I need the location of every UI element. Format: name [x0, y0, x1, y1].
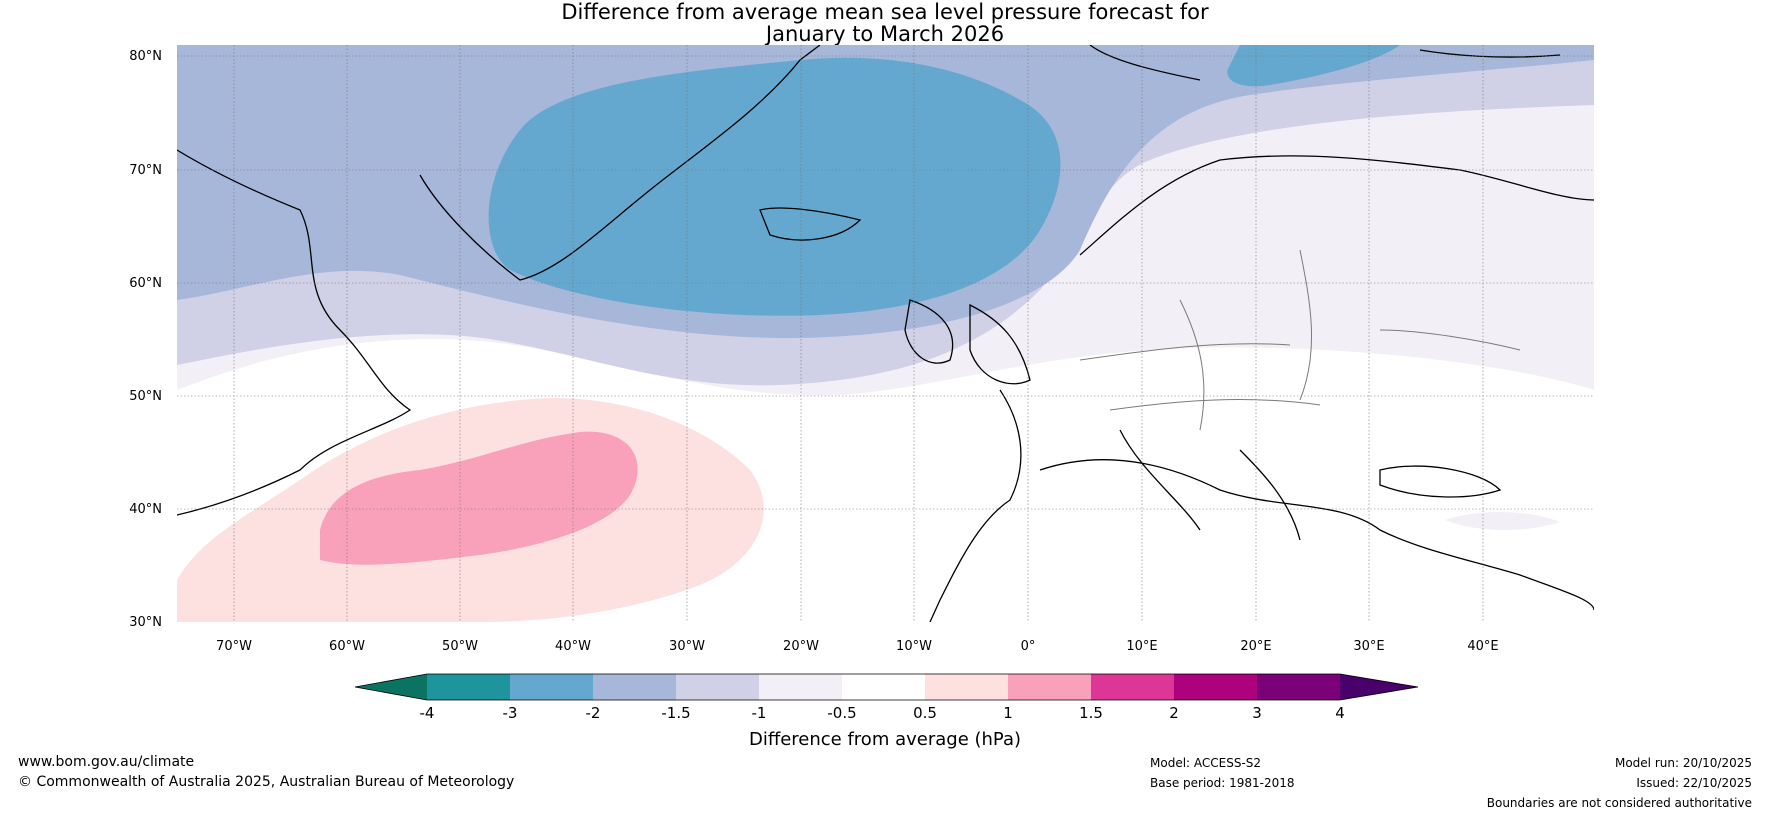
lon-label-0: 0°: [1021, 639, 1036, 654]
footer-website: www.bom.gov.au/climate: [18, 754, 195, 770]
footer-model-run: Model run: 20/10/2025: [1614, 756, 1752, 770]
colorbar: -4 -3 -2 -1.5 -1 -0.5 0.5 1 1.5 2 3 4 Di…: [354, 673, 1419, 750]
footer-base-period: Base period: 1981-2018: [1150, 776, 1295, 790]
latitude-labels: 80°N 70°N 60°N 50°N 40°N 30°N: [129, 49, 162, 630]
longitude-labels: 70°W 60°W 50°W 40°W 30°W 20°W 10°W 0° 10…: [216, 639, 1499, 654]
colorbar-seg-10: [1174, 674, 1257, 700]
lon-label-10w: 10°W: [896, 639, 932, 654]
colorbar-tick-label: -1: [752, 704, 767, 722]
colorbar-tick-label: 4: [1335, 704, 1345, 722]
graticule: [177, 45, 1594, 622]
colorbar-seg-5: [759, 674, 842, 700]
anomaly-region-neg-0.5-east: [1445, 511, 1560, 530]
lon-label-10e: 10°E: [1126, 639, 1157, 654]
colorbar-tick-label: -0.5: [827, 704, 856, 722]
colorbar-outline: [354, 673, 1419, 701]
map-title-line-2: January to March 2026: [765, 22, 1005, 46]
footer-issued: Issued: 22/10/2025: [1636, 776, 1752, 790]
lon-label-40e: 40°E: [1467, 639, 1498, 654]
footer-model: Model: ACCESS-S2: [1150, 756, 1262, 770]
anomaly-region-neg-2-north: [1227, 45, 1400, 87]
lon-label-30w: 30°W: [669, 639, 705, 654]
colorbar-seg-7: [925, 674, 1008, 700]
lon-label-60w: 60°W: [329, 639, 365, 654]
colorbar-seg-9: [1091, 674, 1174, 700]
lon-label-30e: 30°E: [1353, 639, 1384, 654]
colorbar-tick-label: 2: [1169, 704, 1179, 722]
coastlines: [177, 45, 1594, 622]
lat-label-60n: 60°N: [129, 276, 162, 291]
footer-disclaimer: Boundaries are not considered authoritat…: [1486, 796, 1752, 810]
lat-label-50n: 50°N: [129, 389, 162, 404]
lat-label-40n: 40°N: [129, 502, 162, 517]
colorbar-tick-label: 3: [1252, 704, 1262, 722]
colorbar-tick-label: -1.5: [661, 704, 690, 722]
colorbar-seg-2: [510, 674, 593, 700]
colorbar-extend-high: [1340, 674, 1418, 700]
colorbar-seg-4: [676, 674, 759, 700]
map-panel: [177, 45, 1594, 622]
lat-label-30n: 30°N: [129, 615, 162, 630]
colorbar-extend-low: [355, 674, 427, 700]
lat-label-80n: 80°N: [129, 49, 162, 64]
anomaly-region-neg-2: [488, 57, 1061, 316]
colorbar-tick-label: -4: [420, 704, 435, 722]
lon-label-50w: 50°W: [442, 639, 478, 654]
colorbar-tick-label: 1.5: [1079, 704, 1103, 722]
country-borders: [1079, 249, 1521, 431]
lat-label-70n: 70°N: [129, 163, 162, 178]
colorbar-seg-6: [842, 674, 925, 700]
lon-label-20w: 20°W: [783, 639, 819, 654]
colorbar-seg-8: [1008, 674, 1091, 700]
colorbar-seg-3: [593, 674, 676, 700]
footer-copyright: © Commonwealth of Australia 2025, Austra…: [18, 774, 515, 790]
anomaly-region-pos-1: [320, 431, 638, 565]
lon-label-70w: 70°W: [216, 639, 252, 654]
map-title-line-1: Difference from average mean sea level p…: [561, 0, 1209, 24]
colorbar-seg-1: [427, 674, 510, 700]
lon-label-40w: 40°W: [555, 639, 591, 654]
colorbar-tick-label: -2: [586, 704, 601, 722]
colorbar-tick-label: -3: [503, 704, 518, 722]
lon-label-20e: 20°E: [1240, 639, 1271, 654]
colorbar-tick-label: 0.5: [913, 704, 937, 722]
colorbar-ticks: -4 -3 -2 -1.5 -1 -0.5 0.5 1 1.5 2 3 4: [420, 704, 1345, 722]
colorbar-seg-11: [1257, 674, 1340, 700]
colorbar-title: Difference from average (hPa): [749, 729, 1021, 750]
colorbar-tick-label: 1: [1003, 704, 1013, 722]
